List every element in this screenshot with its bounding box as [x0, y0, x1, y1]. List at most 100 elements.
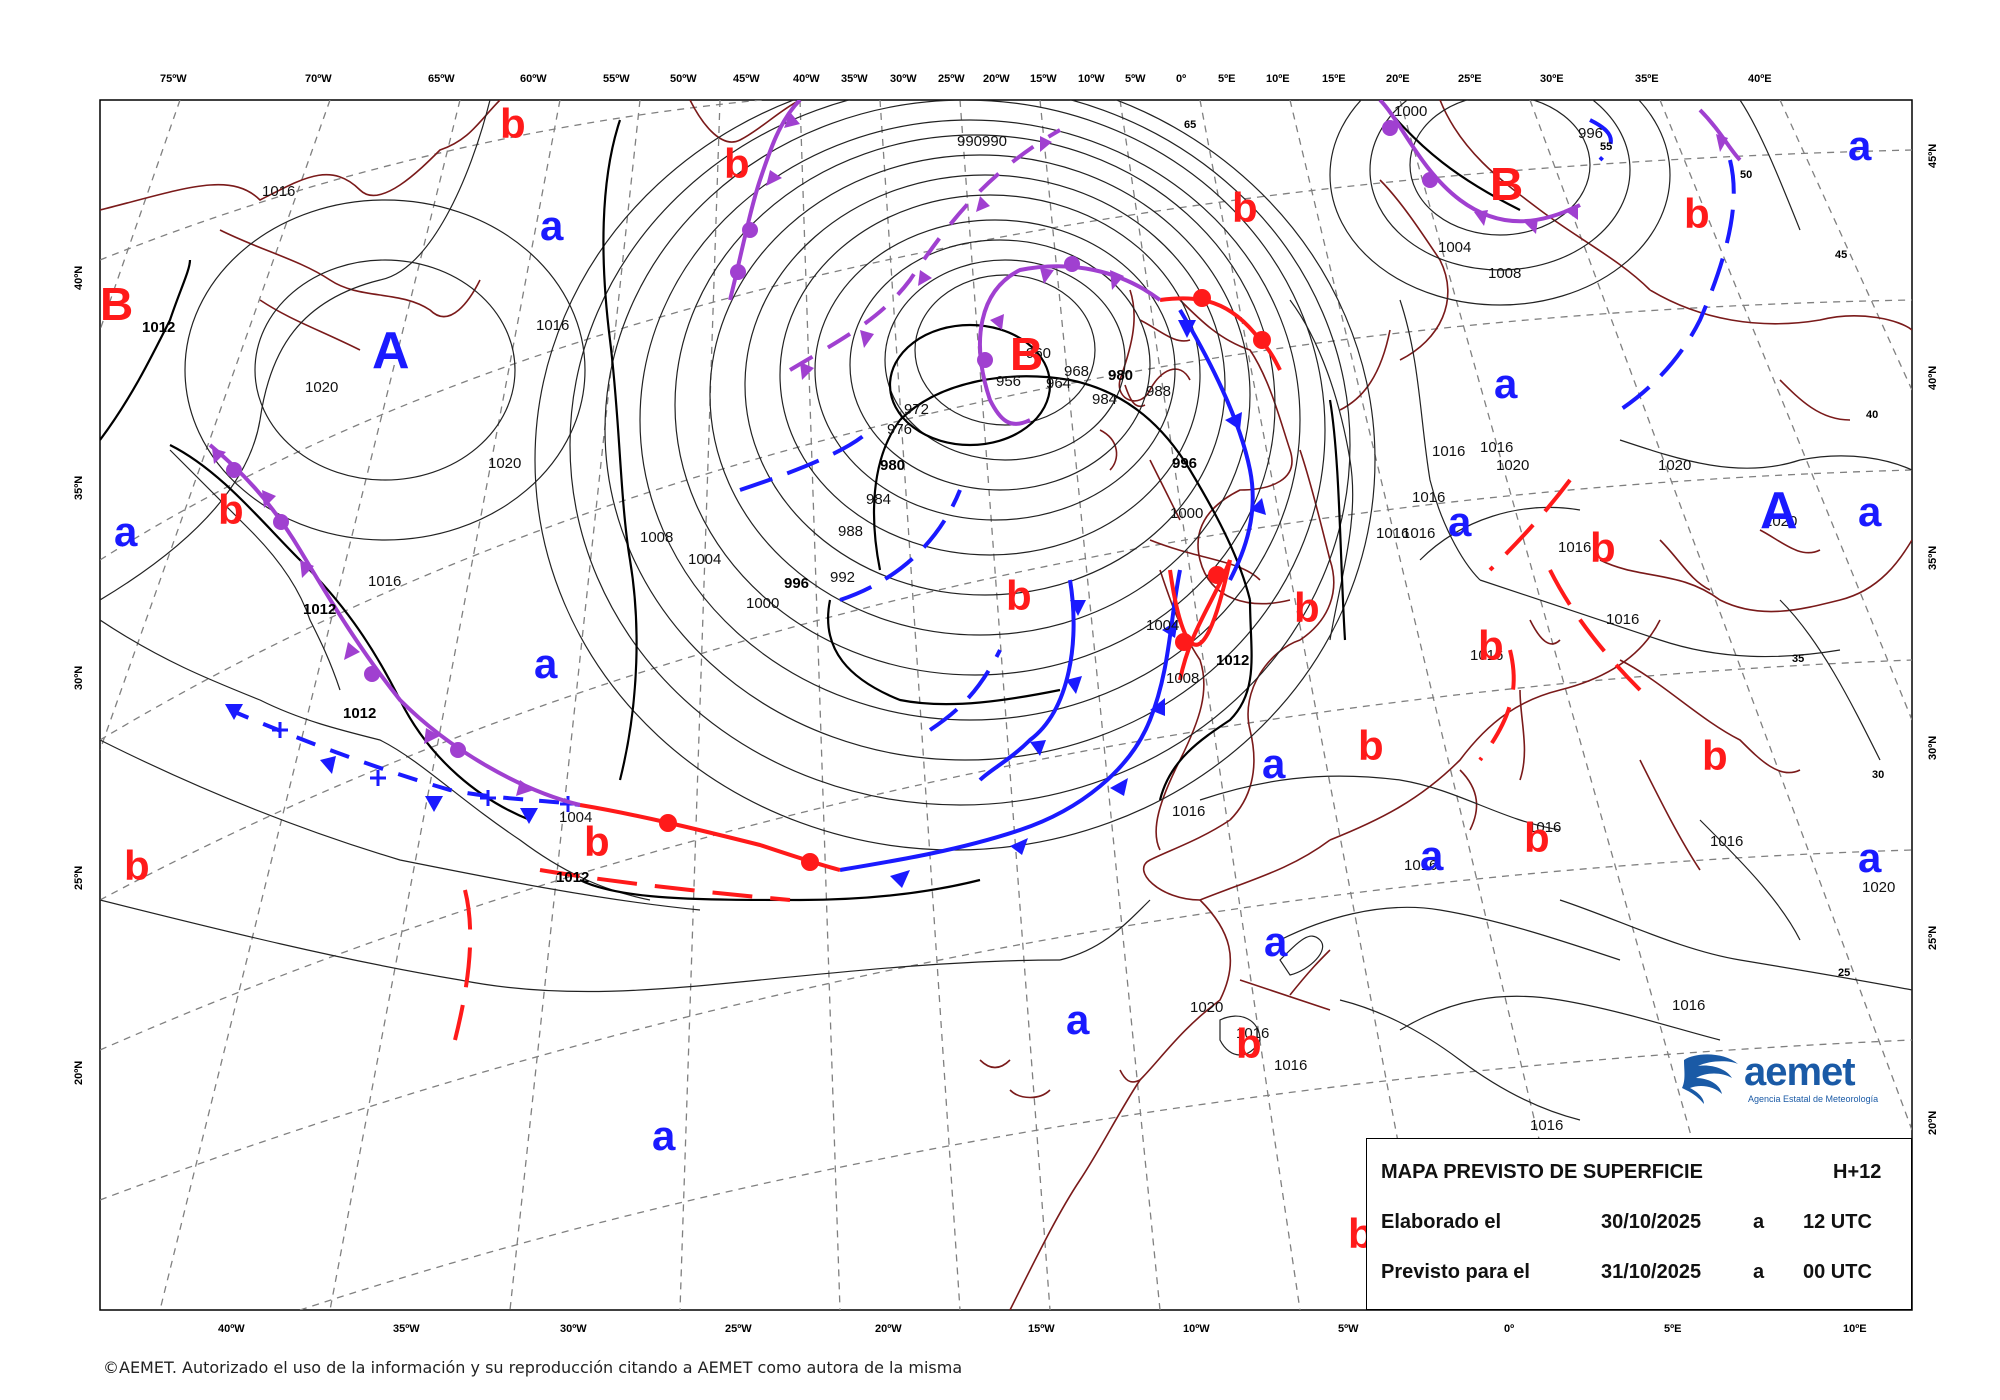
lat-inner-label: 30	[1872, 769, 1884, 781]
isobar-label: 990	[957, 133, 982, 150]
isobar-label: 980	[1108, 367, 1133, 384]
lon-label: 15ºW	[1028, 1323, 1055, 1335]
lon-label: 15ºW	[1030, 73, 1057, 85]
copyright-notice: ©AEMET. Autorizado el uso de la informac…	[103, 1358, 963, 1377]
isobar-label: 992	[830, 569, 855, 586]
lat-inner-label: 35	[1792, 653, 1804, 665]
isobar-label: 996	[784, 575, 809, 592]
lon-label: 65ºW	[428, 73, 455, 85]
forecast-horizon: H+12	[1833, 1161, 1882, 1183]
lon-label: 25ºW	[725, 1323, 752, 1335]
aemet-wordmark: aemet	[1744, 1050, 1856, 1094]
isobar-label: 996	[1172, 455, 1197, 472]
aemet-subtitle: Agencia Estatal de Meteorología	[1748, 1094, 1879, 1104]
low-centre-label: b	[1590, 524, 1616, 571]
issued-label: Elaborado el	[1381, 1211, 1502, 1233]
isobar-label: 1020	[1658, 457, 1691, 474]
isobar-label: 1004	[559, 809, 592, 826]
cold-front-triangles	[890, 320, 1266, 888]
high-centre-label: a	[534, 640, 558, 687]
isobar-label: 968	[1064, 363, 1089, 380]
lat-label: 30ºN	[73, 666, 85, 690]
isobar-label: 960	[1026, 345, 1051, 362]
isobar-label: 1020	[1764, 513, 1797, 530]
isobar-label: 1016	[1404, 857, 1437, 874]
low-centre-label: B	[100, 278, 133, 330]
lat-label: 25ºN	[73, 866, 85, 890]
lon-label: 5ºW	[1125, 73, 1146, 85]
lon-label: 30ºW	[890, 73, 917, 85]
lat-label: 20ºN	[73, 1061, 85, 1085]
low-centre-label: b	[500, 100, 526, 147]
isobar-label: 1020	[1190, 999, 1223, 1016]
lon-label: 35ºE	[1635, 73, 1659, 85]
lon-label: 10ºW	[1078, 73, 1105, 85]
aemet-logo-icon	[1682, 1054, 1738, 1104]
isobar-label: 1020	[1862, 879, 1895, 896]
low-centre-label: b	[1294, 584, 1320, 631]
lon-label: 40ºE	[1748, 73, 1772, 85]
graticule	[100, 100, 1912, 1310]
lat-inner-label: 50	[1740, 169, 1752, 181]
lon-label: 10ºE	[1843, 1323, 1867, 1335]
lon-label: 0º	[1176, 73, 1186, 85]
isobar-label: 1020	[1496, 457, 1529, 474]
isobar-label: 1016	[1274, 1057, 1307, 1074]
occluded-fronts	[208, 100, 1742, 807]
isobar-label: 1004	[1146, 617, 1179, 634]
cold-fronts	[839, 308, 1255, 872]
lon-label: 30ºW	[560, 1323, 587, 1335]
valid-separator: a	[1753, 1261, 1765, 1283]
low-centre-label: b	[1684, 190, 1710, 237]
isobar-label: 988	[1146, 383, 1171, 400]
lon-label: 40ºW	[218, 1323, 245, 1335]
high-centre-label: a	[1448, 498, 1472, 545]
isobar-label: 1016	[368, 573, 401, 590]
low-centre-label: b	[1232, 184, 1258, 231]
low-centre-label: b	[1524, 814, 1550, 861]
lat-label: 25ºN	[1927, 926, 1939, 950]
low-centre-label: b	[1702, 732, 1728, 779]
isobar-labels: 1012 1016 1020 1020 1016 1008 1004 1000 …	[142, 103, 1895, 1134]
lat-inner-label: 55	[1600, 141, 1612, 153]
low-centre-label: b	[584, 818, 610, 865]
aemet-logo: aemet Agencia Estatal de Meteorología	[1680, 1050, 1910, 1110]
lon-label: 5ºE	[1664, 1323, 1681, 1335]
high-centre-label: A	[372, 322, 410, 380]
map-title: MAPA PREVISTO DE SUPERFICIE	[1381, 1161, 1703, 1183]
occluded-dashed	[788, 128, 1061, 372]
isobar-label: 976	[887, 421, 912, 438]
stationary-front	[225, 704, 581, 824]
low-centre-label: b	[124, 842, 150, 889]
lon-label: 20ºW	[875, 1323, 902, 1335]
lon-label: 35ºW	[393, 1323, 420, 1335]
low-centre-label: b	[1358, 722, 1384, 769]
lon-label: 5ºE	[1218, 73, 1235, 85]
occluded-symbols	[212, 112, 1728, 796]
isobar-label: 1016	[1480, 439, 1513, 456]
troughs	[453, 478, 1642, 1041]
isobar-label: 1016	[1606, 611, 1639, 628]
isobar-label: 1004	[688, 551, 721, 568]
isobar-label: 1016	[1710, 833, 1743, 850]
lon-label: 30ºE	[1540, 73, 1564, 85]
issued-date: 30/10/2025	[1601, 1211, 1702, 1233]
bottom-longitude-labels: 40ºW 35ºW 30ºW 25ºW 20ºW 15ºW 10ºW 5ºW 0…	[218, 1323, 1867, 1335]
isobar-label: 1016	[1402, 525, 1435, 542]
lat-label: 45ºN	[1927, 144, 1939, 168]
isobar-label: 1012	[142, 319, 175, 336]
isobar-label: 1000	[1394, 103, 1427, 120]
low-centre-label: b	[1006, 572, 1032, 619]
isobar-label: 1016	[536, 317, 569, 334]
low-centre-label: b	[218, 486, 244, 533]
lon-label: 25ºW	[938, 73, 965, 85]
isobar-label: 1016	[1530, 1117, 1563, 1134]
isobars	[100, 100, 1912, 1121]
isobar-label: 1000	[746, 595, 779, 612]
lon-label: 25ºE	[1458, 73, 1482, 85]
high-centre-label: a	[540, 202, 564, 249]
high-centre-label: a	[1848, 122, 1872, 169]
low-centre-label: b	[1478, 622, 1504, 669]
valid-label: Previsto para el	[1381, 1261, 1530, 1283]
